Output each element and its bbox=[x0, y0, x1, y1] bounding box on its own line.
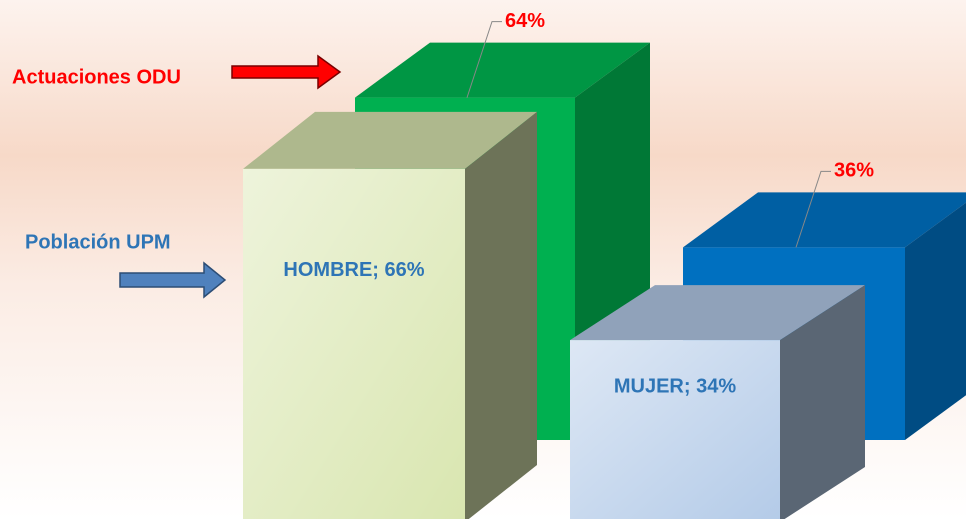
legend-label: Población UPM bbox=[25, 231, 171, 253]
legend-arrow bbox=[119, 261, 227, 299]
bar-top bbox=[570, 285, 865, 341]
legend-arrow bbox=[231, 54, 342, 90]
bar-highlight bbox=[570, 340, 780, 519]
bar-side bbox=[780, 285, 865, 519]
legend-label: Actuaciones ODU bbox=[12, 66, 181, 88]
data-label: HOMBRE; 66% bbox=[283, 259, 424, 281]
leader-line bbox=[466, 21, 502, 98]
bar-top bbox=[683, 192, 966, 248]
data-label: 64% bbox=[505, 10, 545, 32]
bar-top bbox=[243, 111, 537, 169]
data-label: MUJER; 34% bbox=[614, 375, 736, 397]
bar-side bbox=[905, 202, 966, 440]
bar-highlight bbox=[243, 168, 465, 519]
leader-line bbox=[795, 170, 831, 248]
bar-top bbox=[355, 42, 650, 98]
data-label: 36% bbox=[834, 160, 874, 182]
bar-side bbox=[465, 111, 537, 519]
